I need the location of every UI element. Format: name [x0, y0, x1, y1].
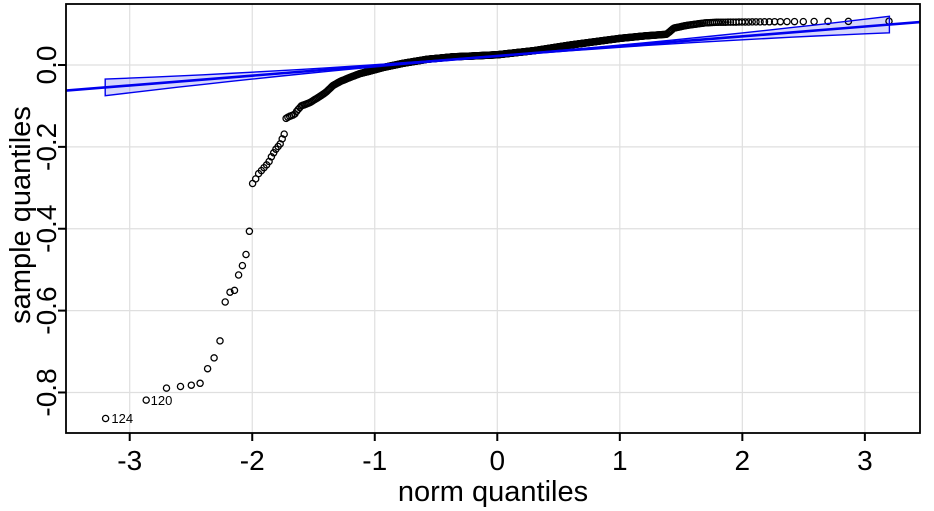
data-point — [721, 18, 730, 26]
data-point — [226, 288, 234, 296]
data-point — [741, 18, 749, 26]
x-axis-title: norm quantiles — [398, 476, 588, 508]
data-point — [142, 396, 150, 404]
y-tick-label: 0.0 — [31, 46, 62, 85]
x-tick-label: 2 — [735, 445, 751, 476]
data-point — [760, 18, 769, 26]
x-tick-label: -2 — [240, 445, 265, 476]
data-point — [744, 18, 753, 26]
x-tick-label: 1 — [612, 445, 628, 476]
data-point — [238, 261, 247, 270]
data-point — [783, 17, 791, 26]
x-tick-label: -3 — [117, 445, 142, 476]
data-point — [216, 337, 224, 345]
y-tick-label: -0.2 — [31, 123, 62, 171]
y-tick-label: -0.6 — [31, 286, 62, 334]
data-point — [176, 382, 185, 391]
y-tick-label: -0.4 — [31, 205, 62, 253]
data-point — [719, 18, 727, 26]
data-points — [101, 17, 893, 423]
fit-line — [65, 20, 921, 92]
data-point — [799, 17, 808, 26]
data-point — [221, 298, 229, 306]
data-point — [242, 250, 250, 259]
data-point — [101, 414, 110, 423]
data-point — [280, 130, 288, 138]
plot-frame — [65, 3, 921, 434]
data-point — [162, 384, 171, 392]
x-tick-label: -1 — [362, 445, 387, 476]
data-point — [245, 227, 254, 236]
data-point — [726, 18, 735, 26]
outlier-label: 120 — [151, 393, 173, 408]
data-point — [203, 364, 212, 373]
gridlines — [66, 4, 920, 433]
data-point — [267, 153, 276, 161]
y-axis-title: sample quantiles — [5, 106, 37, 324]
data-point — [187, 381, 196, 389]
qq-reference-line — [65, 20, 921, 92]
data-point — [714, 18, 723, 26]
data-point — [717, 18, 725, 26]
data-point — [196, 379, 204, 388]
data-point — [230, 286, 239, 295]
x-tick-label: 0 — [489, 445, 505, 476]
data-point — [790, 17, 799, 26]
data-point — [765, 18, 774, 26]
data-point — [752, 18, 760, 26]
data-point — [810, 17, 818, 26]
y-tick-label: -0.8 — [31, 368, 62, 416]
data-point — [748, 18, 756, 26]
data-point — [210, 354, 218, 362]
x-tick-label: 3 — [857, 445, 873, 476]
outlier-labels: 124 120 — [111, 393, 172, 426]
data-point — [756, 18, 764, 26]
data-point — [234, 271, 243, 279]
data-point — [724, 18, 732, 26]
frame-rect — [65, 3, 921, 434]
data-point — [824, 17, 832, 26]
axis-ticks: -3 -2 -1 0 1 2 3 0.0 -0.2 -0.4 -0.6 -0.8 — [31, 46, 873, 476]
outlier-label: 124 — [111, 411, 133, 426]
